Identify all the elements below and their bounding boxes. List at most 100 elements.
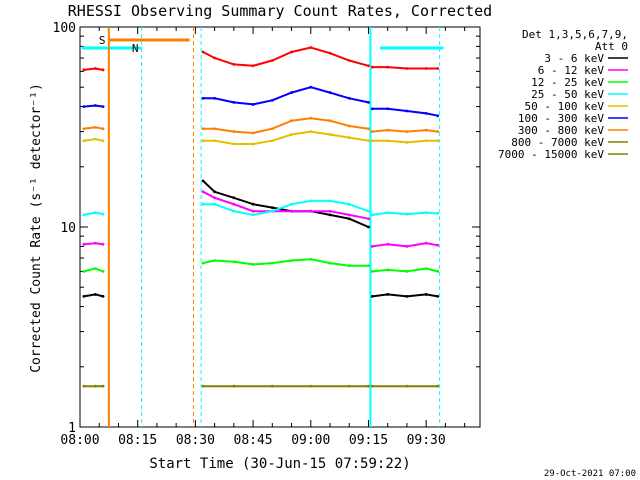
series-point (436, 269, 440, 273)
series-point (309, 199, 313, 203)
series-point (386, 211, 390, 215)
series-point (101, 242, 105, 246)
series-point (270, 261, 274, 265)
series-point (251, 263, 255, 266)
legend-header: Att 0 (595, 40, 628, 53)
y-tick-label: 1 (68, 421, 76, 436)
series-point (328, 91, 332, 94)
series-point (290, 209, 293, 213)
series-line (202, 190, 369, 220)
series-point (309, 46, 313, 49)
series-point (328, 51, 332, 55)
series-line (203, 199, 369, 216)
y-tick-label: 100 (53, 21, 76, 36)
flag-label: S (99, 34, 106, 47)
series-line (372, 293, 438, 298)
series-line (202, 258, 369, 267)
x-tick-label: 09:00 (291, 433, 330, 448)
series-point (251, 142, 255, 146)
series-point (82, 384, 86, 388)
series-point (436, 130, 440, 133)
series-point (93, 125, 97, 129)
series-point (367, 264, 370, 268)
series-point (347, 264, 351, 268)
series-point (347, 202, 351, 206)
series-point (436, 139, 440, 143)
series-point (290, 119, 293, 123)
series-point (370, 213, 374, 217)
series-point (347, 124, 351, 128)
series-line (83, 267, 104, 273)
series-point (328, 261, 332, 265)
series-point (93, 67, 97, 70)
series-line (372, 211, 438, 216)
legend-header: Det 1,3,5,6,7,9, (522, 28, 628, 41)
series-point (405, 130, 409, 133)
series-point (93, 211, 97, 215)
series-point (347, 96, 351, 100)
series-line (372, 66, 438, 70)
series-line (83, 242, 104, 246)
series-point (424, 267, 428, 270)
series-point (201, 127, 205, 131)
series-point (405, 269, 409, 273)
series-point (405, 67, 409, 70)
series-point (82, 127, 86, 131)
series-point (370, 269, 374, 273)
series-point (347, 213, 351, 217)
series-point (82, 139, 86, 143)
series-point (367, 209, 370, 213)
series-point (405, 294, 409, 298)
x-tick-label: 08:30 (176, 433, 215, 448)
series-point (201, 50, 205, 54)
x-tick-label: 09:30 (407, 433, 446, 448)
series-point (270, 384, 274, 388)
y-axis-label: Corrected Count Rate (s⁻¹ detector⁻¹) (29, 83, 44, 373)
series-point (328, 199, 332, 203)
series-line (83, 211, 104, 216)
series-point (424, 211, 428, 215)
series-point (424, 128, 428, 132)
series-point (290, 202, 293, 206)
series-line (372, 267, 438, 273)
series-point (213, 96, 217, 100)
series-point (290, 50, 293, 54)
series-point (347, 59, 351, 62)
series-point (328, 209, 332, 213)
series-line (83, 126, 104, 130)
series-point (101, 212, 105, 216)
series-point (270, 139, 274, 143)
series-point (367, 100, 370, 104)
series-point (93, 104, 97, 107)
series-point (370, 139, 374, 143)
series-point (201, 202, 205, 206)
series-point (309, 116, 313, 120)
series-point (101, 294, 105, 298)
series-line (202, 180, 369, 228)
series-point (101, 384, 105, 388)
series-point (347, 217, 351, 221)
series-point (270, 206, 274, 210)
series-point (232, 100, 236, 104)
flag-label: N (132, 42, 139, 55)
x-axis-label: Start Time (30-Jun-15 07:59:22) (149, 456, 410, 472)
series-point (251, 209, 255, 213)
series-point (232, 142, 236, 146)
series-point (367, 64, 370, 68)
series-point (232, 209, 236, 213)
x-tick-label: 08:45 (234, 433, 273, 448)
series-point (213, 56, 217, 60)
series-point (213, 127, 217, 131)
data-layer: SN (81, 27, 444, 427)
series-point (82, 68, 86, 72)
series-point (101, 68, 105, 72)
series-point (424, 139, 428, 143)
series-point (93, 137, 97, 141)
series-point (405, 140, 409, 144)
series-point (405, 244, 409, 248)
series-point (405, 212, 409, 216)
series-point (201, 96, 205, 100)
series-line (372, 242, 438, 248)
series-point (309, 130, 313, 133)
series-point (232, 130, 236, 133)
